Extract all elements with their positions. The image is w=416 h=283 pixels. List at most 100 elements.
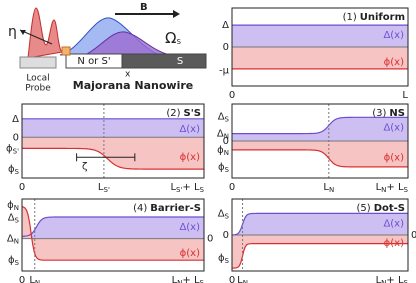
segment-left: N or S' [77, 56, 110, 67]
segment-right: S [177, 56, 183, 67]
x-label: LN [323, 182, 334, 194]
panel-frame [21, 198, 205, 272]
delta-curve [21, 216, 204, 237]
x-label: 0 [19, 182, 25, 193]
probe [19, 56, 57, 69]
phi-curve [232, 149, 408, 168]
eta-label: η [8, 24, 17, 40]
zeta-label: ζ [82, 161, 87, 172]
label-main: Δ [217, 129, 224, 140]
phi-fill [232, 235, 408, 269]
label-main: + L [182, 275, 200, 283]
probe-label: Local [26, 74, 49, 84]
right-label: 0 [411, 230, 416, 241]
panel-name: Barrier-S [150, 203, 201, 214]
label-main: L [29, 275, 35, 283]
label-main: -μ [219, 65, 230, 76]
wire-right [121, 53, 207, 69]
delta-curve [231, 212, 408, 236]
label-sub: S [225, 212, 230, 220]
label-main: ϕ [7, 200, 14, 211]
label-main: L [376, 182, 382, 193]
panel-name: Uniform [360, 12, 405, 23]
label-main: Δ [218, 208, 225, 219]
label-main: L [376, 275, 382, 283]
label-main: 0 [229, 90, 235, 101]
label-main: ϕ [8, 164, 15, 175]
label-sub: S [225, 116, 230, 124]
y-label: 0 [13, 132, 19, 143]
panel-tag: (4) [133, 203, 147, 214]
label-sub: S' [176, 186, 182, 194]
y-label: 0 [223, 136, 229, 147]
phi-curve [22, 147, 204, 170]
panel-title: (4) Barrier-S [133, 203, 201, 214]
label-main: ϕ [218, 253, 225, 264]
label-main: ϕ [8, 255, 15, 266]
delta-fill [22, 217, 204, 239]
panel-tag: (3) [372, 108, 386, 119]
label-main: Δ [12, 114, 19, 125]
y-label: Δ [12, 114, 19, 125]
label-main: ϕ [217, 145, 224, 156]
schematic: η B ΩS N or S' S x Local Probe Majorana … [8, 2, 207, 94]
label-main: 0 [229, 275, 235, 283]
label-main: + L [386, 275, 404, 283]
label-sub: N [329, 186, 334, 194]
panel-name: S'S [184, 108, 201, 119]
label-main: L [237, 275, 243, 283]
delta-label: Δ(x) [383, 122, 404, 133]
panel-tag: (1) [343, 12, 357, 23]
label-sub: N [243, 279, 248, 283]
y-label: ΔS [218, 208, 230, 220]
delta-fill [22, 118, 204, 138]
label-main: 0 [207, 234, 213, 245]
label-sub: S [15, 168, 20, 176]
phi-fill [232, 47, 408, 69]
phi-fill [22, 137, 204, 170]
y-label: Δ [222, 20, 229, 31]
x-label: 0 [19, 275, 25, 283]
y-label: ΔN [7, 234, 19, 246]
panel-tag: (2) [166, 108, 180, 119]
panel-frame [231, 7, 409, 87]
label-main: 0 [229, 182, 235, 193]
label-main: 0 [223, 42, 229, 53]
b-label: B [140, 2, 148, 13]
label-sub: N [381, 186, 386, 194]
panel-title: (3) NS [372, 108, 405, 119]
x-label: LS' [98, 182, 110, 194]
eta-arrow [19, 29, 53, 45]
label-main: Δ [8, 213, 15, 224]
delta-fill [232, 213, 408, 235]
panel-frame [231, 198, 409, 272]
label-sub: N [14, 204, 19, 212]
y-label: ϕS [218, 162, 230, 174]
label-sub: S [404, 279, 409, 283]
label-main: + L [182, 182, 200, 193]
label-sub: N [381, 279, 386, 283]
label-sub: S [15, 259, 20, 267]
label-main: 0 [13, 132, 19, 143]
y-label: ϕN [7, 200, 19, 212]
label-main: 0 [19, 275, 25, 283]
phi-curve [231, 243, 408, 269]
probe-label: Probe [25, 84, 51, 94]
x-label: LN+ LS [172, 275, 205, 283]
x-label: x [125, 70, 131, 80]
arrow-head [173, 10, 180, 18]
label-sub: S [225, 257, 230, 265]
y-label: ϕN [217, 145, 229, 157]
delta-curve [232, 116, 408, 135]
phi-label: ϕ(x) [384, 238, 404, 249]
y-label: ϕS [8, 255, 20, 267]
panel-title: (2) S'S [166, 108, 201, 119]
label-sub: N [35, 279, 40, 283]
label-sub: S [225, 166, 230, 174]
y-label: ϕS [8, 164, 20, 176]
delta-fill [232, 117, 408, 141]
label-main: Δ [222, 20, 229, 31]
label-main: 0 [19, 182, 25, 193]
wire-title: Majorana Nanowire [73, 79, 193, 92]
x-label: 0 [229, 182, 235, 193]
